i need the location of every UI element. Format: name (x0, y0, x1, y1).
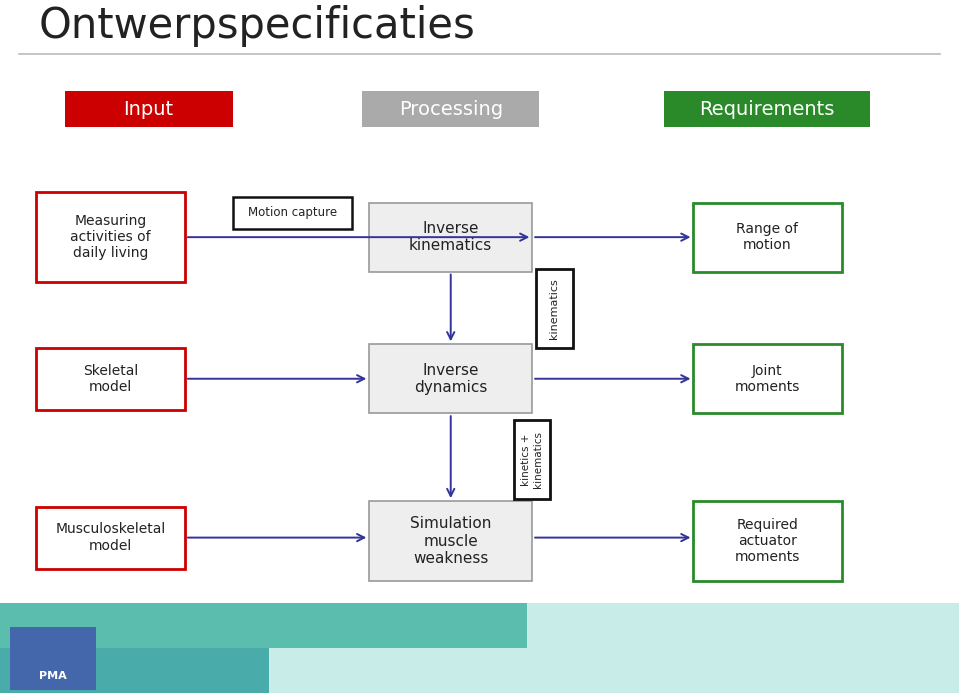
Text: PMA: PMA (39, 671, 66, 681)
FancyBboxPatch shape (36, 348, 185, 410)
Text: Ontwerpspecificaties: Ontwerpspecificaties (38, 6, 475, 48)
FancyBboxPatch shape (36, 507, 185, 569)
FancyBboxPatch shape (10, 627, 96, 690)
Text: Inverse
dynamics: Inverse dynamics (414, 362, 487, 395)
Text: Joint
moments: Joint moments (735, 364, 800, 394)
Text: kinematics: kinematics (550, 278, 559, 339)
Text: Skeletal
model: Skeletal model (82, 364, 138, 394)
FancyBboxPatch shape (0, 603, 959, 693)
FancyBboxPatch shape (65, 91, 233, 128)
FancyBboxPatch shape (0, 648, 269, 693)
Text: Musculoskeletal
model: Musculoskeletal model (56, 523, 165, 553)
Text: Simulation
muscle
weakness: Simulation muscle weakness (410, 516, 491, 566)
FancyBboxPatch shape (233, 198, 353, 229)
FancyBboxPatch shape (536, 269, 573, 348)
Text: Measuring
activities of
daily living: Measuring activities of daily living (70, 214, 151, 261)
FancyBboxPatch shape (369, 202, 532, 272)
FancyBboxPatch shape (692, 202, 842, 272)
FancyBboxPatch shape (0, 603, 527, 648)
Text: Motion capture: Motion capture (248, 207, 337, 220)
Text: Range of
motion: Range of motion (737, 222, 798, 252)
Text: Inverse
kinematics: Inverse kinematics (409, 221, 492, 254)
FancyBboxPatch shape (369, 501, 532, 581)
Text: kinetics +
kinematics: kinetics + kinematics (522, 431, 543, 488)
FancyBboxPatch shape (692, 501, 842, 581)
Text: Processing: Processing (399, 100, 503, 119)
FancyBboxPatch shape (362, 91, 539, 128)
FancyBboxPatch shape (369, 344, 532, 413)
FancyBboxPatch shape (692, 344, 842, 413)
FancyBboxPatch shape (664, 91, 871, 128)
FancyBboxPatch shape (514, 420, 550, 499)
Text: Required
actuator
moments: Required actuator moments (735, 518, 800, 564)
Text: Input: Input (124, 100, 174, 119)
Text: Requirements: Requirements (699, 100, 835, 119)
FancyBboxPatch shape (36, 192, 185, 282)
